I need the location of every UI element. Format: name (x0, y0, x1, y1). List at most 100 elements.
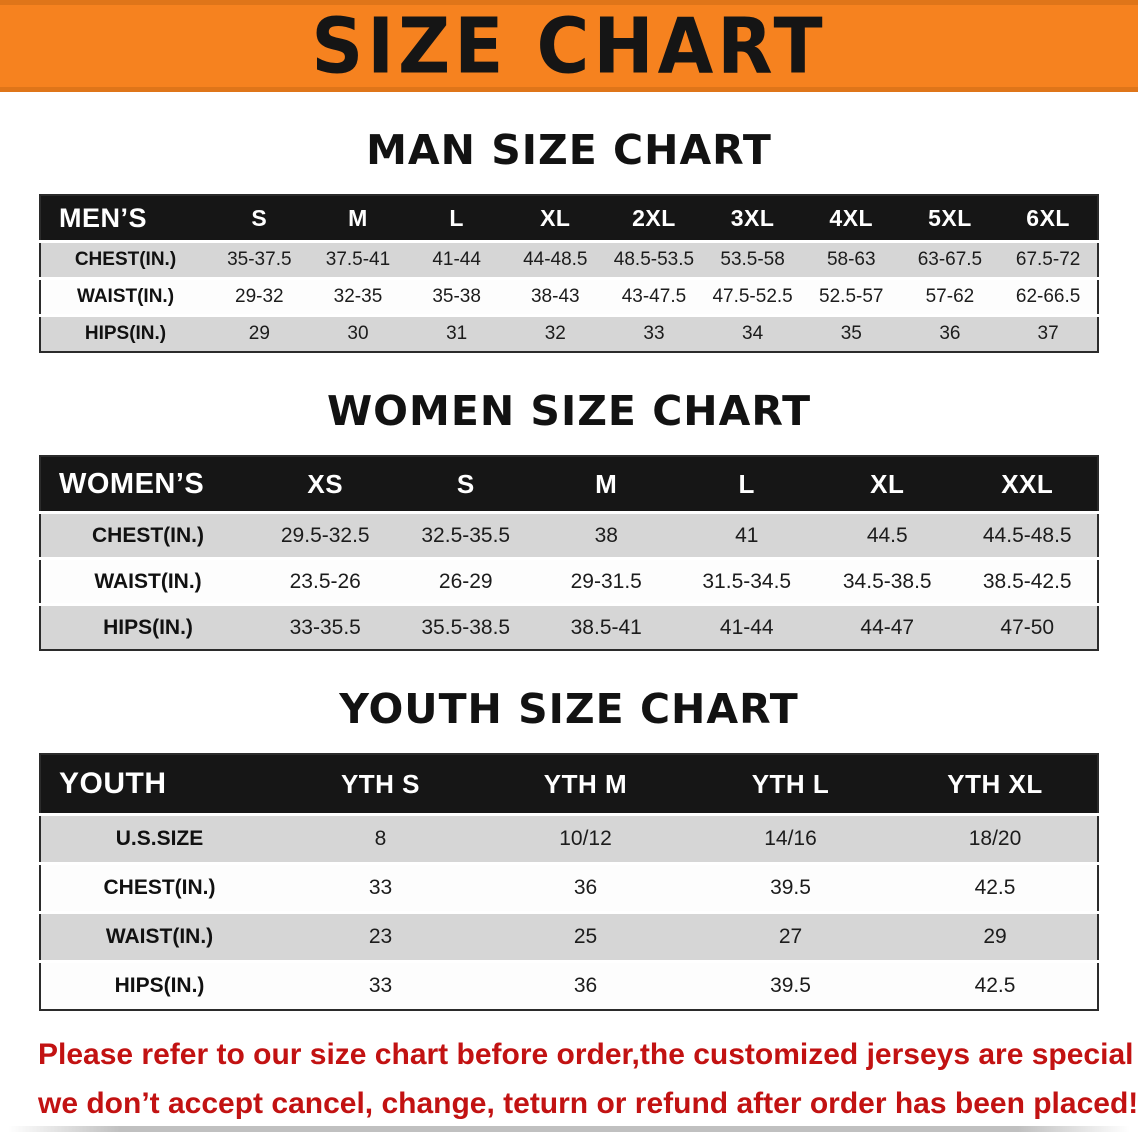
measurement-value: 26-29 (438, 569, 493, 593)
measurement-value: 37.5-41 (325, 249, 391, 270)
measurement-value: 48.5-53.5 (613, 249, 695, 270)
measurement-value: 33-35.5 (289, 615, 361, 639)
size-column-header: L (676, 456, 817, 513)
table-row: CHEST(IN.) 35-37.5 37.5-41 41-44 44-48.5 48.5… (40, 241, 1098, 279)
measurement-value: 29 (248, 323, 270, 344)
men-size-table: MEN’S S M L XL 2XL 3XL 4XL 5XL 6XL CHEST(IN.) 35-37… (39, 194, 1099, 353)
size-column-header: S (395, 456, 536, 513)
size-column-header: YTH M (483, 754, 688, 815)
measurement-label: CHEST(IN.) (74, 249, 177, 270)
size-column-header: 2XL (604, 195, 704, 242)
size-column-header: YTH L (688, 754, 893, 815)
measurement-value: 10/12 (559, 827, 612, 850)
banner-title: SIZE CHART (311, 1, 827, 91)
measurement-value: 41-44 (719, 615, 774, 639)
men-section-heading: MAN SIZE CHART (366, 126, 772, 174)
size-column-header: 6XL (999, 195, 1098, 242)
measurement-label: WAIST(IN.) (76, 286, 175, 307)
measurement-value: 34 (742, 323, 764, 344)
measurement-value: 47.5-52.5 (712, 286, 793, 307)
size-column-header: M (536, 456, 677, 513)
measurement-value: 67.5-72 (1015, 249, 1081, 270)
table-row: CHEST(IN.) 33 36 39.5 42.5 (40, 863, 1098, 913)
measurement-value: 23 (368, 925, 393, 948)
measurement-value: 42.5 (974, 974, 1016, 997)
measurement-value: 39.5 (770, 876, 811, 899)
measurement-value: 32 (544, 323, 566, 344)
table-corner-label: MEN’S (40, 195, 210, 242)
table-header-row: MEN’S S M L XL 2XL 3XL 4XL 5XL 6XL (40, 195, 1098, 242)
measurement-value: 33 (643, 323, 665, 344)
measurement-value: 33 (368, 876, 393, 899)
size-column-header: XL (817, 456, 958, 513)
table-corner-label: YOUTH (40, 754, 278, 815)
measurement-value: 57-62 (925, 286, 975, 307)
measurement-value: 41 (735, 523, 759, 547)
measurement-value: 35-37.5 (227, 249, 292, 270)
measurement-value: 35 (840, 323, 862, 344)
measurement-value: 39.5 (770, 974, 811, 997)
measurement-value: 30 (347, 323, 369, 344)
measurement-value: 35-38 (432, 286, 481, 307)
measurement-label: HIPS(IN.) (103, 615, 193, 639)
policy-line-1: Please refer to our size chart before or… (38, 1038, 1138, 1071)
measurement-value: 8 (374, 827, 387, 850)
measurement-value: 36 (573, 876, 598, 899)
youth-size-section: YOUTH SIZE CHART YOUTH YTH S YTH M YTH L YTH… (0, 685, 1138, 1011)
table-row: WAIST(IN.) 29-32 32-35 35-38 38-43 43-47.5 47.… (40, 278, 1098, 316)
measurement-value: 29-31.5 (570, 569, 642, 593)
table-row: CHEST(IN.) 29.5-32.5 32.5-35.5 38 41 44.5 44.5… (40, 512, 1098, 559)
youth-size-table: YOUTH YTH S YTH M YTH L YTH XL U.S.SIZE 8 10/12… (39, 753, 1099, 1011)
table-header-row: WOMEN’S XS S M L XL XXL (40, 456, 1098, 513)
order-policy-note: Please refer to our size chart before or… (38, 1035, 1138, 1124)
measurement-label: HIPS(IN.) (84, 323, 167, 344)
measurement-label: CHEST(IN.) (103, 876, 216, 899)
measurement-value: 31.5-34.5 (702, 569, 792, 593)
measurement-value: 31 (446, 323, 468, 344)
measurement-value: 33 (368, 974, 393, 997)
youth-section-heading: YOUTH SIZE CHART (339, 685, 799, 733)
men-size-section: MAN SIZE CHART MEN’S S M L XL 2XL 3XL 4XL 5XL 6XL… (0, 126, 1138, 353)
table-corner-label: WOMEN’S (40, 456, 255, 513)
measurement-value: 36 (939, 323, 961, 344)
table-row: U.S.SIZE 8 10/12 14/16 18/20 (40, 814, 1098, 864)
measurement-value: 52.5-57 (819, 286, 884, 307)
women-section-heading: WOMEN SIZE CHART (326, 387, 812, 435)
measurement-value: 29 (983, 925, 1007, 948)
measurement-value: 41-44 (432, 249, 481, 270)
measurement-value: 38.5-41 (570, 615, 642, 639)
measurement-label: U.S.SIZE (115, 827, 204, 850)
measurement-value: 32.5-35.5 (421, 523, 511, 547)
measurement-value: 62-66.5 (1015, 286, 1081, 307)
measurement-value: 18/20 (968, 827, 1022, 850)
table-header-row: YOUTH YTH S YTH M YTH L YTH XL (40, 754, 1098, 815)
women-size-section: WOMEN SIZE CHART WOMEN’S XS S M L XL XXL CHEST(… (0, 387, 1138, 651)
measurement-value: 35.5-38.5 (421, 615, 511, 639)
size-column-header: 5XL (900, 195, 1000, 242)
table-row: HIPS(IN.) 33 36 39.5 42.5 (40, 961, 1098, 1010)
measurement-value: 44.5-48.5 (982, 523, 1072, 547)
size-column-header: XXL (957, 456, 1098, 513)
size-chart-banner: SIZE CHART (0, 0, 1138, 92)
measurement-value: 44-48.5 (523, 249, 588, 270)
women-size-table: WOMEN’S XS S M L XL XXL CHEST(IN.) 29.5-32.5 32.5… (39, 455, 1099, 651)
measurement-value: 34.5-38.5 (842, 569, 932, 593)
measurement-value: 32-35 (333, 286, 383, 307)
measurement-value: 63-67.5 (917, 249, 983, 270)
measurement-value: 44.5 (866, 523, 908, 547)
size-column-header: M (308, 195, 408, 242)
measurement-label: WAIST(IN.) (105, 925, 214, 948)
measurement-label: HIPS(IN.) (114, 974, 205, 997)
size-column-header: XL (505, 195, 605, 242)
size-column-header: L (407, 195, 506, 242)
measurement-value: 23.5-26 (289, 569, 361, 593)
size-column-header: 4XL (801, 195, 901, 242)
size-column-header: YTH S (278, 754, 483, 815)
measurement-value: 38 (594, 523, 618, 547)
measurement-value: 25 (573, 925, 598, 948)
measurement-value: 38.5-42.5 (982, 569, 1072, 593)
measurement-value: 14/16 (764, 827, 817, 850)
table-row: HIPS(IN.) 33-35.5 35.5-38.5 38.5-41 41-44 44-… (40, 604, 1098, 650)
table-row: HIPS(IN.) 29 30 31 32 33 34 35 36 37 (40, 315, 1098, 352)
measurement-label: WAIST(IN.) (94, 569, 202, 593)
